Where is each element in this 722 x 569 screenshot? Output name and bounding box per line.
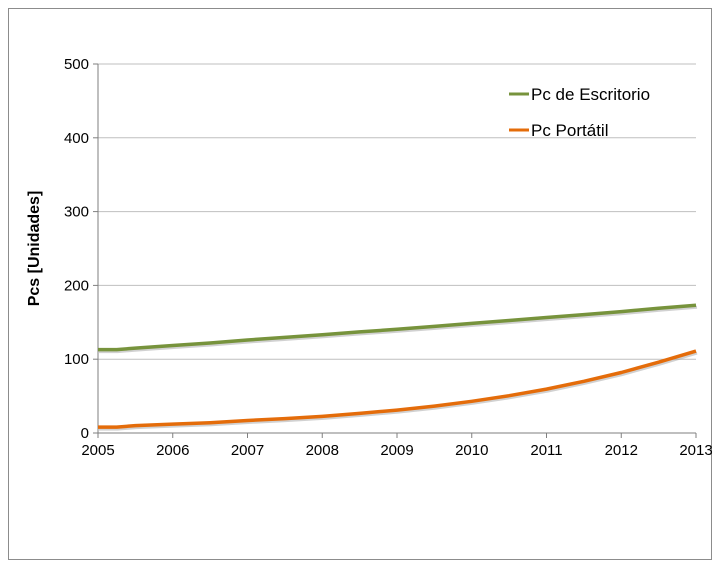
x-tick-label-2008: 2008 (306, 442, 339, 459)
chart-frame: 0 100 200 300 400 500 2005 2006 2007 2008 2009 2010… (8, 8, 713, 560)
y-tick-label-100: 100 (64, 351, 89, 368)
y-tick-label-300: 300 (64, 204, 89, 221)
y-tick-label-500: 500 (64, 56, 89, 73)
legend: Pc de Escritorio Pc Portátil (509, 85, 650, 140)
series-line-pc-de-escritorio (98, 303, 697, 352)
x-tick-label-2007: 2007 (231, 442, 264, 459)
x-tick-label-2011: 2011 (530, 442, 562, 459)
y-tick-label-200: 200 (64, 277, 89, 294)
x-tick-label-2005: 2005 (81, 442, 114, 459)
x-tick-label-2006: 2006 (156, 442, 189, 459)
series-lines (98, 303, 698, 431)
series-shadow-pc-de-escritorio (99, 305, 698, 354)
x-tick-label-2010: 2010 (455, 442, 488, 459)
axes: 0 100 200 300 400 500 2005 2006 2007 2008 2009 2010… (64, 56, 713, 459)
line-chart: 0 100 200 300 400 500 2005 2006 2007 2008 2009 2010… (26, 56, 713, 459)
x-tick-label-2012: 2012 (605, 442, 638, 459)
series-line-pc-port-til (98, 349, 697, 429)
y-tick-label-0: 0 (81, 425, 89, 442)
x-tick-label-2013: 2013 (679, 442, 712, 459)
x-tick-label-2009: 2009 (380, 442, 413, 459)
y-axis-title: Pcs [Unidades] (26, 191, 43, 307)
series-shadow-pc-port-til (99, 351, 698, 431)
y-tick-label-400: 400 (64, 130, 89, 147)
legend-label-pc-de-escritorio: Pc de Escritorio (531, 85, 650, 104)
legend-label-pc-port-til: Pc Portátil (531, 121, 608, 140)
gridlines (98, 63, 696, 360)
